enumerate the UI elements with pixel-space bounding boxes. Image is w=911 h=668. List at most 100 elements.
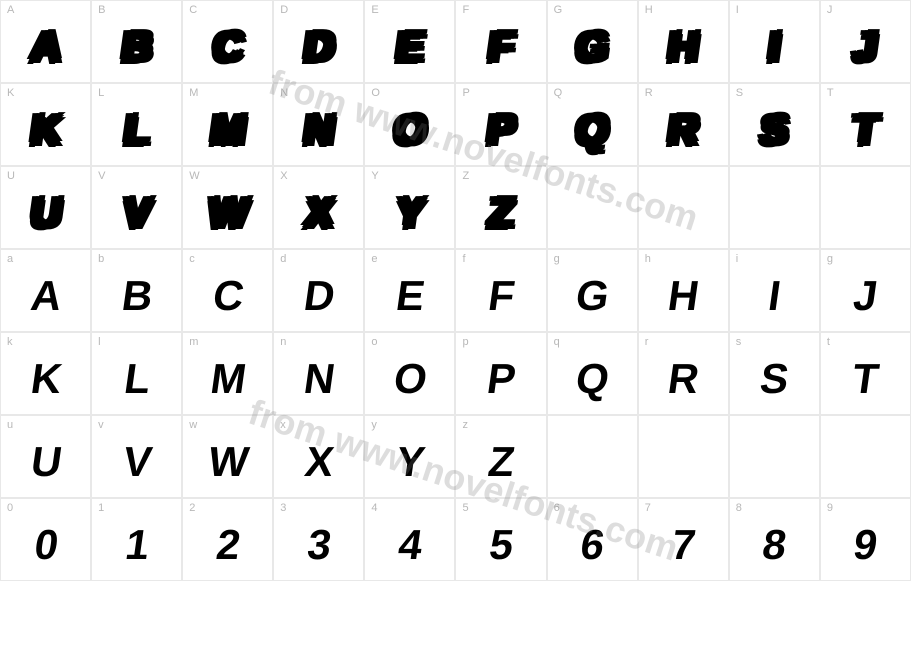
glyph-cell[interactable]: OO xyxy=(364,83,455,166)
glyph-cell[interactable]: aA xyxy=(0,249,91,332)
glyph-cell[interactable]: AA xyxy=(0,0,91,83)
glyph-cell[interactable] xyxy=(820,166,911,249)
glyph-preview: 8 xyxy=(760,520,789,568)
glyph-preview: I xyxy=(766,271,783,319)
glyph-preview: K xyxy=(28,105,64,153)
glyph-cell[interactable]: rR xyxy=(638,332,729,415)
glyph-cell[interactable]: mM xyxy=(182,332,273,415)
glyph-cell[interactable]: WW xyxy=(182,166,273,249)
glyph-cell[interactable]: cC xyxy=(182,249,273,332)
character-map-grid: AABBCCDDEEFFGGHHIIJJKKLLMMNNOOPPQQRRSSTT… xyxy=(0,0,911,581)
glyph-cell[interactable]: BB xyxy=(91,0,182,83)
glyph-cell[interactable]: 77 xyxy=(638,498,729,581)
glyph-cell[interactable] xyxy=(638,415,729,498)
glyph-cell[interactable]: XX xyxy=(273,166,364,249)
glyph-cell[interactable]: 88 xyxy=(729,498,820,581)
glyph-cell[interactable] xyxy=(547,166,638,249)
glyph-cell[interactable]: CC xyxy=(182,0,273,83)
glyph-cell[interactable]: UU xyxy=(0,166,91,249)
glyph-cell[interactable]: gG xyxy=(547,249,638,332)
glyph-label: F xyxy=(462,4,469,16)
glyph-label: I xyxy=(736,4,739,16)
glyph-cell[interactable]: bB xyxy=(91,249,182,332)
glyph-cell[interactable]: fF xyxy=(455,249,546,332)
glyph-cell[interactable]: FF xyxy=(455,0,546,83)
glyph-preview: I xyxy=(766,22,783,70)
glyph-cell[interactable]: oO xyxy=(364,332,455,415)
glyph-label: x xyxy=(280,419,286,431)
glyph-cell[interactable]: LL xyxy=(91,83,182,166)
glyph-cell[interactable]: eE xyxy=(364,249,455,332)
glyph-label: k xyxy=(7,336,13,348)
glyph-cell[interactable]: II xyxy=(729,0,820,83)
glyph-preview: G xyxy=(573,271,611,319)
glyph-cell[interactable]: 11 xyxy=(91,498,182,581)
glyph-preview: S xyxy=(757,354,791,402)
glyph-preview: T xyxy=(850,105,881,153)
glyph-preview: N xyxy=(301,105,337,153)
glyph-cell[interactable]: HH xyxy=(638,0,729,83)
glyph-label: V xyxy=(98,170,105,182)
glyph-cell[interactable]: SS xyxy=(729,83,820,166)
glyph-cell[interactable]: RR xyxy=(638,83,729,166)
glyph-label: T xyxy=(827,87,834,99)
glyph-preview: H xyxy=(665,22,701,70)
glyph-label: B xyxy=(98,4,105,16)
glyph-cell[interactable]: kK xyxy=(0,332,91,415)
glyph-cell[interactable]: JJ xyxy=(820,0,911,83)
glyph-cell[interactable] xyxy=(729,166,820,249)
glyph-cell[interactable]: 66 xyxy=(547,498,638,581)
glyph-cell[interactable]: 22 xyxy=(182,498,273,581)
glyph-cell[interactable]: nN xyxy=(273,332,364,415)
glyph-cell[interactable] xyxy=(638,166,729,249)
glyph-cell[interactable]: ZZ xyxy=(455,166,546,249)
glyph-cell[interactable] xyxy=(729,415,820,498)
glyph-cell[interactable]: sS xyxy=(729,332,820,415)
glyph-cell[interactable]: gJ xyxy=(820,249,911,332)
glyph-label: N xyxy=(280,87,288,99)
glyph-cell[interactable]: YY xyxy=(364,166,455,249)
glyph-preview: V xyxy=(120,437,154,485)
glyph-cell[interactable]: 00 xyxy=(0,498,91,581)
glyph-preview: X xyxy=(302,188,336,236)
glyph-cell[interactable]: lL xyxy=(91,332,182,415)
glyph-cell[interactable]: iI xyxy=(729,249,820,332)
glyph-cell[interactable]: wW xyxy=(182,415,273,498)
glyph-label: 1 xyxy=(98,502,104,514)
glyph-cell[interactable]: zZ xyxy=(455,415,546,498)
glyph-cell[interactable]: MM xyxy=(182,83,273,166)
glyph-cell[interactable]: 99 xyxy=(820,498,911,581)
glyph-cell[interactable]: NN xyxy=(273,83,364,166)
glyph-cell[interactable]: vV xyxy=(91,415,182,498)
glyph-cell[interactable]: 55 xyxy=(455,498,546,581)
glyph-label: C xyxy=(189,4,197,16)
glyph-cell[interactable]: KK xyxy=(0,83,91,166)
glyph-cell[interactable]: hH xyxy=(638,249,729,332)
glyph-cell[interactable]: DD xyxy=(273,0,364,83)
glyph-cell[interactable]: TT xyxy=(820,83,911,166)
glyph-label: u xyxy=(7,419,13,431)
glyph-label: 4 xyxy=(371,502,377,514)
glyph-cell[interactable] xyxy=(547,415,638,498)
glyph-cell[interactable]: tT xyxy=(820,332,911,415)
glyph-cell[interactable]: PP xyxy=(455,83,546,166)
glyph-cell[interactable]: 44 xyxy=(364,498,455,581)
glyph-label: c xyxy=(189,253,195,265)
glyph-cell[interactable]: VV xyxy=(91,166,182,249)
glyph-label: 8 xyxy=(736,502,742,514)
glyph-cell[interactable] xyxy=(820,415,911,498)
glyph-cell[interactable]: xX xyxy=(273,415,364,498)
glyph-cell[interactable]: dD xyxy=(273,249,364,332)
glyph-cell[interactable]: EE xyxy=(364,0,455,83)
glyph-cell[interactable]: qQ xyxy=(547,332,638,415)
glyph-cell[interactable]: pP xyxy=(455,332,546,415)
glyph-label: H xyxy=(645,4,653,16)
glyph-preview: U xyxy=(28,437,64,485)
glyph-label: X xyxy=(280,170,287,182)
glyph-cell[interactable]: QQ xyxy=(547,83,638,166)
glyph-cell[interactable]: yY xyxy=(364,415,455,498)
glyph-preview: Y xyxy=(393,437,427,485)
glyph-cell[interactable]: uU xyxy=(0,415,91,498)
glyph-cell[interactable]: 33 xyxy=(273,498,364,581)
glyph-cell[interactable]: GG xyxy=(547,0,638,83)
